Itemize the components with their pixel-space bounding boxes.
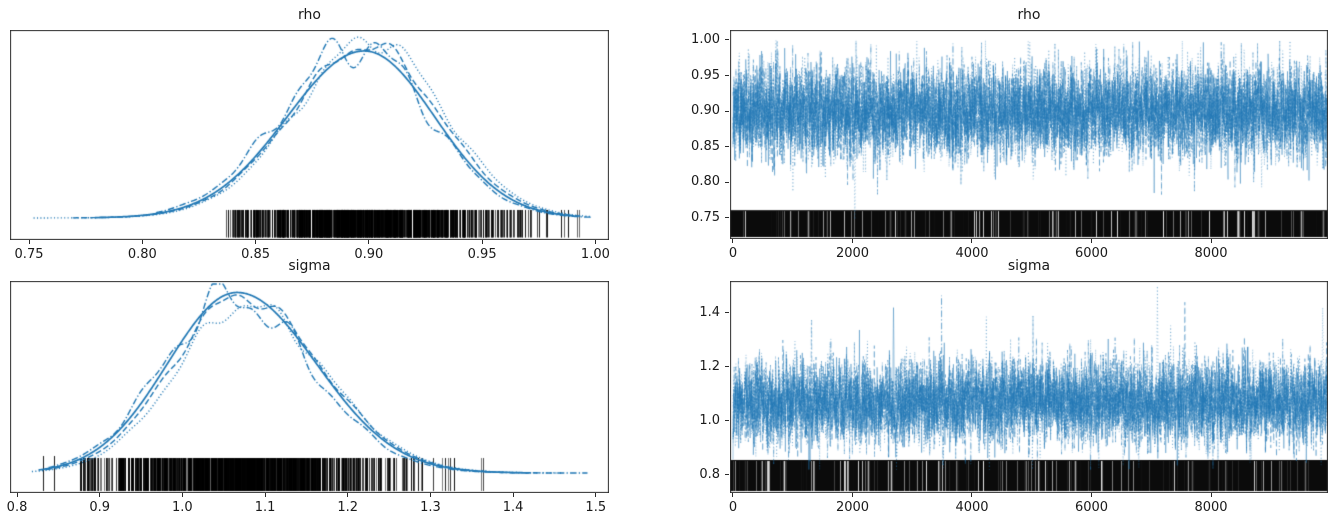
trace-sigma-x-tick-label: 0 bbox=[728, 500, 738, 515]
trace-rho-plot-canvas bbox=[730, 30, 1328, 239]
panel-title-trace-sigma: sigma bbox=[1007, 258, 1051, 274]
y-tick-mark bbox=[725, 366, 729, 368]
kde-rho-x-tick-label: 0.85 bbox=[241, 247, 271, 262]
x-tick-mark bbox=[595, 493, 597, 497]
kde-sigma-plot-canvas bbox=[10, 281, 609, 493]
x-tick-mark bbox=[181, 493, 183, 497]
x-tick-mark bbox=[1210, 493, 1212, 497]
y-tick-mark bbox=[725, 181, 729, 183]
x-tick-mark bbox=[512, 493, 514, 497]
x-tick-mark bbox=[16, 493, 18, 497]
trace-rho-y-tick-label: 0.90 bbox=[691, 103, 720, 119]
panel-title-trace-rho: rho bbox=[1017, 7, 1041, 23]
trace-sigma-x-tick-label: 2000 bbox=[835, 500, 870, 515]
x-tick-mark bbox=[971, 239, 973, 243]
panel-kde-rho: rho bbox=[10, 7, 609, 240]
panel-kde-sigma: sigma bbox=[10, 258, 609, 493]
trace-rho-x-tick-label: 4000 bbox=[955, 246, 989, 261]
x-tick-mark bbox=[732, 493, 734, 497]
y-tick-mark bbox=[725, 39, 729, 41]
x-tick-mark bbox=[99, 493, 101, 497]
kde-sigma-x-tick-label: 1.2 bbox=[337, 500, 359, 515]
y-tick-mark bbox=[725, 474, 729, 476]
x-tick-mark bbox=[851, 239, 853, 243]
panel-title-kde-rho: rho bbox=[298, 7, 321, 23]
trace-rho-y-tick-label: 0.85 bbox=[691, 138, 720, 154]
trace-rho-x-tick-label: 2000 bbox=[835, 246, 870, 261]
kde-rho-x-tick-label: 1.00 bbox=[580, 247, 610, 262]
kde-rho-x-tick-label: 0.90 bbox=[354, 247, 384, 262]
y-tick-mark bbox=[725, 110, 729, 112]
x-tick-mark bbox=[368, 240, 370, 244]
x-tick-mark bbox=[594, 240, 596, 244]
y-tick-mark bbox=[725, 420, 729, 422]
x-tick-mark bbox=[1091, 239, 1092, 243]
panel-trace-rho: rho bbox=[730, 7, 1328, 239]
kde-sigma-x-tick-label: 1.3 bbox=[420, 500, 441, 515]
kde-sigma-x-tick-label: 1.4 bbox=[502, 500, 524, 515]
kde-rho-x-tick-label: 0.75 bbox=[14, 247, 44, 262]
trace-sigma-y-tick-label: 1.2 bbox=[699, 358, 720, 374]
trace-rho-y-tick-label: 1.00 bbox=[691, 31, 720, 47]
x-tick-mark bbox=[481, 240, 483, 244]
y-tick-mark bbox=[725, 75, 729, 77]
y-tick-mark bbox=[725, 146, 729, 148]
x-tick-mark bbox=[971, 493, 973, 497]
panel-title-kde-sigma: sigma bbox=[288, 258, 331, 274]
kde-sigma-x-tick-label: 0.8 bbox=[6, 500, 28, 515]
trace-sigma-x-tick-label: 6000 bbox=[1074, 500, 1109, 515]
x-tick-mark bbox=[347, 493, 349, 497]
trace-rho-y-tick-label: 0.95 bbox=[691, 67, 720, 83]
trace-sigma-plot-canvas bbox=[730, 281, 1328, 493]
kde-sigma-x-tick-label: 1.0 bbox=[172, 500, 193, 515]
kde-sigma-x-tick-label: 1.5 bbox=[585, 500, 607, 515]
x-tick-mark bbox=[851, 493, 853, 497]
trace-sigma-y-tick-label: 0.8 bbox=[699, 466, 720, 482]
trace-sigma-y-tick-label: 1.4 bbox=[699, 304, 720, 320]
trace-sigma-x-tick-label: 4000 bbox=[955, 500, 989, 515]
trace-sigma-x-tick-label: 8000 bbox=[1194, 500, 1228, 515]
x-tick-mark bbox=[429, 493, 431, 497]
kde-sigma-x-tick-label: 1.1 bbox=[254, 500, 276, 515]
y-tick-mark bbox=[725, 312, 729, 314]
x-tick-mark bbox=[255, 240, 257, 244]
y-tick-mark bbox=[725, 217, 729, 219]
trace-rho-y-tick-label: 0.80 bbox=[691, 174, 720, 190]
x-tick-mark bbox=[28, 240, 30, 244]
kde-rho-x-tick-label: 0.95 bbox=[467, 247, 497, 262]
x-tick-mark bbox=[264, 493, 266, 497]
x-tick-mark bbox=[141, 240, 143, 244]
trace-rho-x-tick-label: 8000 bbox=[1194, 246, 1228, 261]
x-tick-mark bbox=[1091, 493, 1092, 497]
panel-trace-sigma: sigma bbox=[730, 258, 1328, 493]
trace-rho-x-tick-label: 0 bbox=[728, 246, 738, 261]
trace-rho-y-tick-label: 0.75 bbox=[691, 209, 720, 225]
x-tick-mark bbox=[1210, 239, 1212, 243]
x-tick-mark bbox=[732, 239, 734, 243]
kde-rho-plot-canvas bbox=[10, 30, 609, 240]
kde-rho-x-tick-label: 0.80 bbox=[127, 247, 157, 262]
trace-sigma-y-tick-label: 1.0 bbox=[699, 412, 720, 428]
kde-sigma-x-tick-label: 0.9 bbox=[89, 500, 111, 515]
trace-rho-x-tick-label: 6000 bbox=[1074, 246, 1109, 261]
